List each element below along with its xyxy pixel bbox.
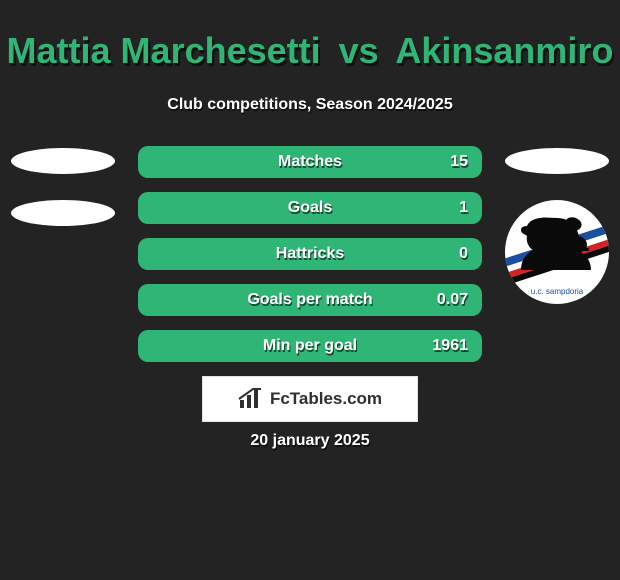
stat-label: Hattricks [138, 245, 482, 263]
left-badge-1 [11, 148, 115, 174]
stat-label: Goals per match [138, 291, 482, 309]
stat-label: Goals [138, 199, 482, 217]
stat-value: 15 [450, 153, 468, 171]
date-line: 20 january 2025 [0, 432, 620, 450]
right-badge-column: u.c. sampdoria [502, 148, 612, 304]
bar-chart-icon [238, 388, 264, 410]
brand-badge: FcTables.com [202, 376, 418, 422]
stat-value: 0.07 [437, 291, 468, 309]
subtitle: Club competitions, Season 2024/2025 [0, 96, 620, 114]
stat-value: 0 [459, 245, 468, 263]
stat-row: Goals per match 0.07 [138, 284, 482, 316]
page-title: Mattia Marchesetti vs Akinsanmiro [0, 24, 620, 72]
stats-table: Matches 15 Goals 1 Hattricks 0 Goals per… [138, 146, 482, 362]
stat-row: Matches 15 [138, 146, 482, 178]
stat-value: 1961 [432, 337, 468, 355]
right-badge-1 [505, 148, 609, 174]
player-2-name: Akinsanmiro [395, 30, 613, 71]
club-logo: u.c. sampdoria [505, 200, 609, 304]
title-vs: vs [339, 30, 379, 71]
stat-row: Hattricks 0 [138, 238, 482, 270]
sailor-silhouette-icon [521, 217, 591, 270]
left-badge-column [8, 148, 118, 226]
brand-text: FcTables.com [270, 389, 382, 409]
stat-label: Matches [138, 153, 482, 171]
stat-row: Min per goal 1961 [138, 330, 482, 362]
stat-label: Min per goal [138, 337, 482, 355]
club-logo-caption: u.c. sampdoria [531, 287, 584, 296]
stat-row: Goals 1 [138, 192, 482, 224]
left-badge-2 [11, 200, 115, 226]
player-1-name: Mattia Marchesetti [7, 30, 321, 71]
pipe-icon [579, 248, 589, 251]
club-logo-svg: u.c. sampdoria [505, 200, 609, 304]
comparison-card: Mattia Marchesetti vs Akinsanmiro Club c… [0, 24, 620, 580]
stat-value: 1 [459, 199, 468, 217]
